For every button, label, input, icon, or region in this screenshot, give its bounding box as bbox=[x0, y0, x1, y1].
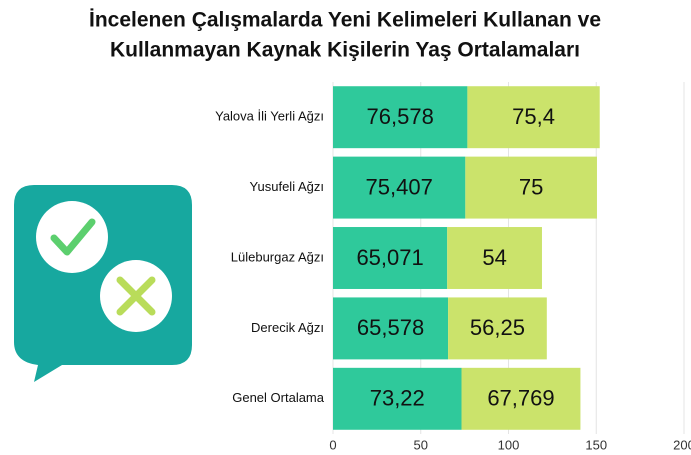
bar bbox=[333, 297, 449, 360]
bar bbox=[467, 86, 600, 149]
data-label: 76,578 bbox=[367, 104, 434, 129]
y-tick-label: Genel Ortalama bbox=[232, 390, 325, 405]
bar bbox=[333, 86, 468, 149]
bar bbox=[465, 156, 597, 219]
bar bbox=[447, 227, 542, 289]
data-label: 75,407 bbox=[366, 174, 433, 199]
bar bbox=[333, 227, 448, 289]
x-tick-label: 100 bbox=[498, 437, 520, 452]
bar bbox=[461, 367, 581, 430]
y-tick-label: Lüleburgaz Ağzı bbox=[231, 249, 324, 264]
bar bbox=[448, 297, 547, 360]
icon bbox=[14, 185, 192, 382]
data-label: 56,25 bbox=[470, 315, 525, 340]
x-tick-label: 200 bbox=[673, 437, 691, 452]
data-label: 75 bbox=[519, 174, 543, 199]
bar bbox=[333, 156, 466, 219]
data-label: 67,769 bbox=[487, 386, 554, 411]
x-tick-label: 50 bbox=[414, 437, 428, 452]
y-tick-label: Yalova İli Yerli Ağzı bbox=[215, 109, 324, 124]
data-label: 65,578 bbox=[357, 315, 424, 340]
bar bbox=[333, 367, 462, 430]
y-tick-label: Derecik Ağzı bbox=[251, 320, 324, 335]
x-tick-label: 150 bbox=[585, 437, 607, 452]
data-label: 54 bbox=[482, 245, 506, 270]
y-tick-label: Yusufeli Ağzı bbox=[250, 179, 324, 194]
data-label: 75,4 bbox=[512, 104, 555, 129]
x-tick-label: 0 bbox=[329, 437, 336, 452]
chart-title: Kullanmayan Kaynak Kişilerin Yaş Ortalam… bbox=[110, 39, 580, 62]
data-label: 73,22 bbox=[370, 386, 425, 411]
chart-title: İncelenen Çalışmalarda Yeni Kelimeleri K… bbox=[89, 9, 601, 32]
data-label: 65,071 bbox=[356, 245, 423, 270]
